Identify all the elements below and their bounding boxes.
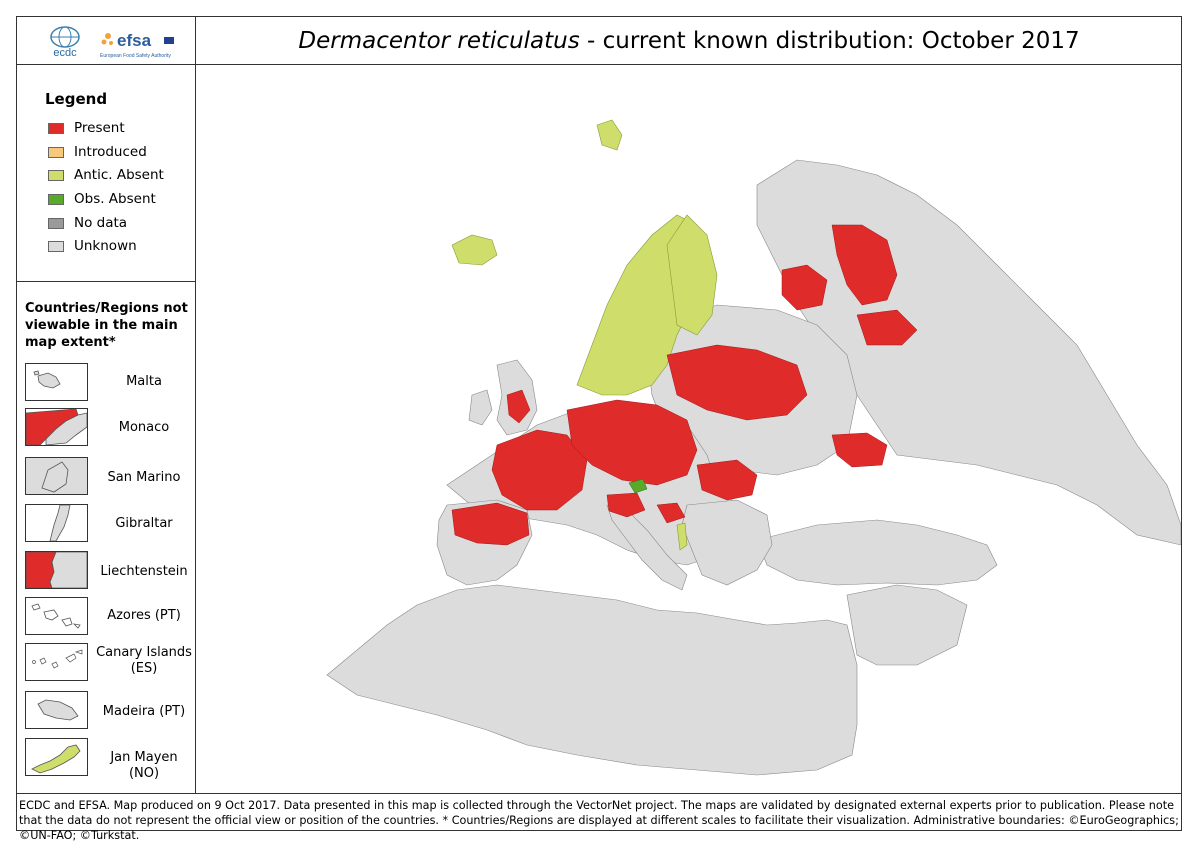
inset-madeira [25, 691, 88, 729]
legend-panel: Legend Present Introduced Antic. Absent … [16, 64, 195, 282]
legend-swatch [48, 194, 64, 205]
header: ecdc efsa European Food Safety Authority… [16, 16, 1182, 65]
balkans-region [681, 499, 773, 586]
present-iberia-north [451, 502, 530, 546]
legend-label: Antic. Absent [74, 167, 164, 183]
present-russia-south [831, 432, 888, 468]
present-russia-north [831, 224, 898, 306]
side-panel: Legend Present Introduced Antic. Absent … [16, 64, 196, 794]
turkey-region [756, 519, 998, 586]
inset-gibraltar [25, 504, 88, 542]
ecdc-logo-text: ecdc [53, 47, 77, 59]
map-area [197, 65, 1182, 793]
inset-canary [25, 643, 88, 681]
present-central-europe [566, 399, 698, 486]
map-title: Dermacentor reticulatus - current known … [198, 16, 1180, 64]
present-russia-mid [781, 264, 828, 311]
inset-label-gibraltar: Gibraltar [115, 516, 173, 531]
legend-label: Introduced [74, 144, 147, 160]
svalbard-region [596, 119, 623, 151]
present-uk [506, 389, 531, 424]
present-ukraine [696, 459, 758, 501]
inset-jan-mayen [25, 738, 88, 776]
inset-label-monaco: Monaco [118, 420, 170, 435]
north-africa-region [326, 584, 858, 776]
inset-label-san-marino: San Marino [107, 470, 181, 485]
legend-label: No data [74, 215, 128, 231]
footer-credits: ECDC and EFSA. Map produced on 9 Oct 201… [16, 793, 1182, 842]
obs-absent-slovenia [628, 478, 648, 494]
inset-label-azores: Azores (PT) [107, 608, 181, 623]
regions-title: Countries/Regions not viewable in the ma… [25, 301, 188, 350]
logo-area: ecdc efsa European Food Safety Authority [16, 16, 196, 64]
legend-swatch [48, 147, 64, 158]
inset-label-jan-mayen: Jan Mayen (NO) [110, 750, 178, 781]
europe-map [326, 119, 1182, 776]
present-russia-east [856, 309, 918, 346]
legend-label: Unknown [74, 238, 137, 254]
finland-region [666, 214, 718, 336]
efsa-logo-text: efsa [117, 31, 152, 50]
present-italy-north [606, 492, 646, 518]
inset-label-malta: Malta [126, 374, 162, 389]
ecdc-logo: ecdc [50, 26, 80, 59]
legend-swatch [48, 241, 64, 252]
inset-monaco [25, 408, 88, 446]
legend-swatch [48, 170, 64, 181]
map-frame [16, 16, 1182, 831]
inset-liechtenstein [25, 551, 88, 589]
legend-swatch [48, 123, 64, 134]
inset-san-marino [25, 457, 88, 495]
efsa-logo-subtext: European Food Safety Authority [100, 53, 171, 59]
present-croatia [656, 502, 686, 524]
present-france [491, 429, 588, 511]
ireland-region [468, 389, 493, 426]
legend-swatch [48, 218, 64, 229]
iceland-region [451, 234, 498, 266]
inset-malta [25, 363, 88, 401]
legend-label: Obs. Absent [74, 191, 156, 207]
levant-region [846, 584, 968, 666]
albania-region [676, 522, 688, 551]
present-poland-belarus [666, 344, 808, 421]
legend-label: Present [74, 120, 125, 136]
inset-label-canary: Canary Islands (ES) [96, 645, 192, 676]
inset-label-madeira: Madeira (PT) [102, 704, 186, 719]
title-species: Dermacentor reticulatus [298, 28, 580, 54]
italy-region [606, 504, 688, 591]
efsa-logo: efsa European Food Safety Authority [100, 31, 174, 59]
legend-title: Legend [45, 90, 108, 108]
title-rest: - current known distribution: October 20… [579, 28, 1080, 54]
inset-label-liechtenstein: Liechtenstein [100, 564, 188, 579]
inset-azores [25, 597, 88, 635]
